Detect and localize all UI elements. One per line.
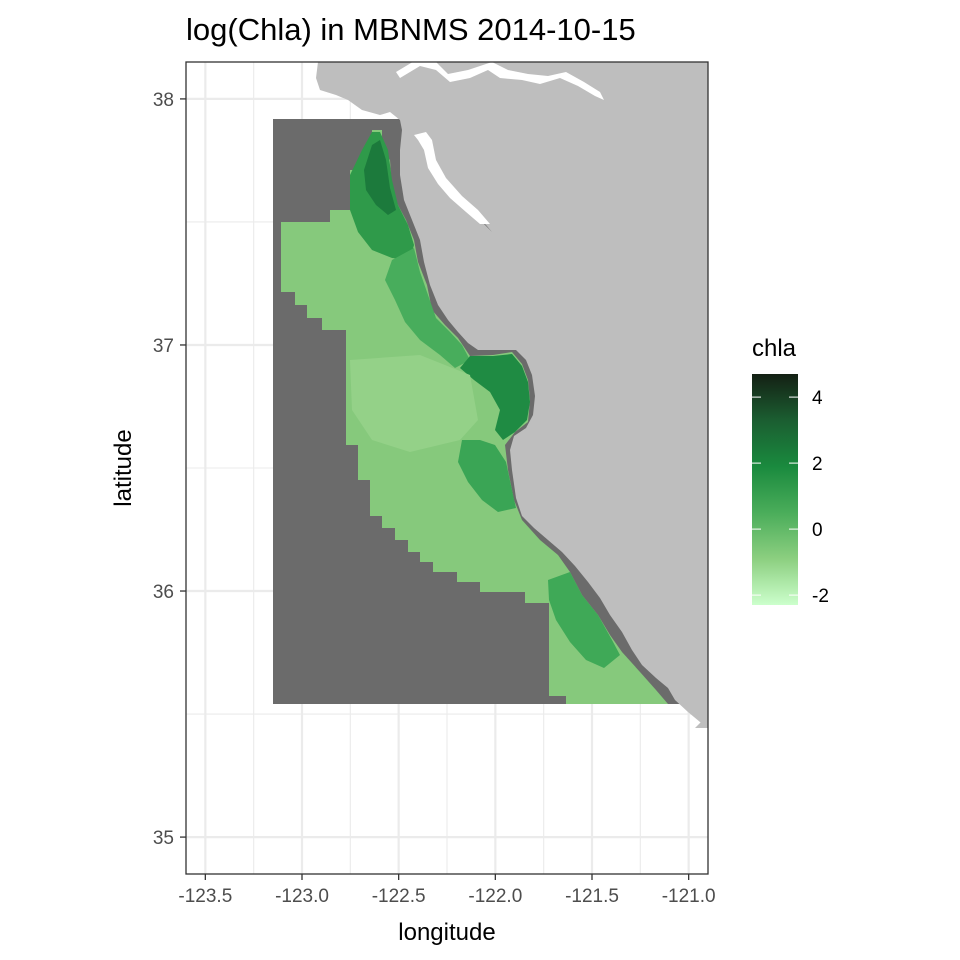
chla-north-core — [364, 140, 396, 215]
legend-colorbar — [752, 374, 798, 605]
chla-bay-patch — [460, 354, 530, 440]
land-bay-water — [414, 132, 490, 224]
x-tick-label: -121.0 — [662, 886, 716, 907]
y-tick-label: 37 — [153, 336, 174, 357]
y-axis-title: latitude — [110, 429, 137, 506]
y-tick-label: 35 — [153, 828, 174, 849]
land-delta-water — [396, 60, 604, 100]
x-tick-label: -122.5 — [372, 886, 426, 907]
chla-coastal-band — [385, 248, 470, 368]
legend-title: chla — [752, 335, 797, 362]
x-axis-title: longitude — [398, 919, 495, 946]
legend-break-label: 2 — [812, 454, 823, 475]
legend-break-label: 4 — [812, 388, 823, 409]
y-axis: 35 36 37 38 — [153, 90, 186, 849]
panel-border — [185, 61, 709, 875]
chart-title: log(Chla) in MBNMS 2014-10-15 — [186, 12, 636, 47]
map-panel — [186, 60, 708, 874]
x-axis: -123.5 -123.0 -122.5 -122.0 -121.5 -121.0 — [178, 874, 716, 907]
legend-break-label: 0 — [812, 520, 823, 541]
legend-ticks: 4 2 0 -2 — [752, 388, 829, 607]
land-peninsula — [695, 62, 708, 728]
chla-raster — [281, 130, 668, 704]
chla-mid-patch — [458, 440, 516, 512]
land-mainland — [316, 62, 708, 728]
x-tick-label: -123.5 — [178, 886, 232, 907]
chla-offshore-light — [350, 355, 478, 452]
x-tick-label: -121.5 — [565, 886, 619, 907]
land — [316, 60, 708, 728]
y-tick-label: 36 — [153, 582, 174, 603]
x-tick-label: -122.0 — [468, 886, 522, 907]
legend-break-label: -2 — [812, 586, 829, 607]
chla-south-patch — [548, 572, 620, 668]
legend: chla 4 2 0 -2 — [752, 335, 829, 607]
x-tick-label: -123.0 — [275, 886, 329, 907]
y-tick-label: 38 — [153, 90, 174, 111]
